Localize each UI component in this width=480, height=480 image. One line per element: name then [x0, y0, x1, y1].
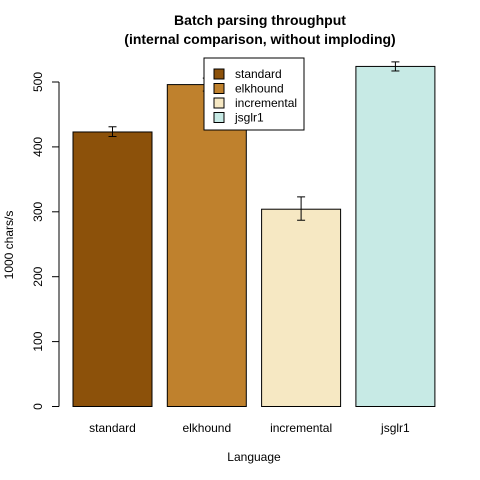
legend-label: jsglr1: [234, 111, 264, 125]
error-bar-jsglr1: [391, 61, 400, 72]
bar-jsglr1: [355, 65, 436, 407]
legend-swatch: [213, 97, 225, 109]
x-tick-label: standard: [89, 421, 136, 435]
legend-label: elkhound: [235, 82, 284, 96]
x-tick-label: jsglr1: [380, 421, 410, 435]
y-tick-label: 500: [31, 72, 45, 92]
y-tick-label: 0: [31, 403, 45, 410]
legend-entry-incremental: incremental: [213, 96, 297, 110]
chart-title: Batch parsing throughput: [174, 12, 346, 28]
bar-standard: [72, 131, 153, 408]
legend-entry-standard: standard: [213, 67, 282, 81]
legend-swatch: [213, 112, 225, 123]
legend-entry-jsglr1: jsglr1: [213, 111, 264, 125]
legend-swatch: [213, 83, 225, 94]
x-axis-label: Language: [227, 450, 281, 464]
y-tick-label: 100: [31, 331, 45, 351]
y-axis-label: 1000 chars/s: [2, 211, 16, 280]
y-tick-label: 300: [31, 201, 45, 221]
bars: [72, 65, 436, 408]
y-tick-label: 200: [31, 266, 45, 286]
y-tick-label: 400: [31, 137, 45, 157]
error-bar-standard: [108, 126, 117, 138]
x-tick-labels: standard elkhound incremental jsglr1: [89, 421, 410, 435]
x-tick-label: elkhound: [182, 421, 231, 435]
bar-incremental: [261, 208, 342, 407]
legend-swatch: [213, 68, 225, 80]
legend-label: incremental: [235, 96, 297, 110]
x-tick-label: incremental: [270, 421, 332, 435]
y-axis: 0 100 200 300 400 500: [31, 72, 60, 410]
legend-entry-elkhound: elkhound: [213, 82, 284, 96]
legend-label: standard: [235, 67, 282, 81]
bar-elkhound: [166, 84, 247, 407]
chart-subtitle: (internal comparison, without imploding): [124, 31, 395, 47]
error-bar-incremental: [297, 196, 306, 221]
